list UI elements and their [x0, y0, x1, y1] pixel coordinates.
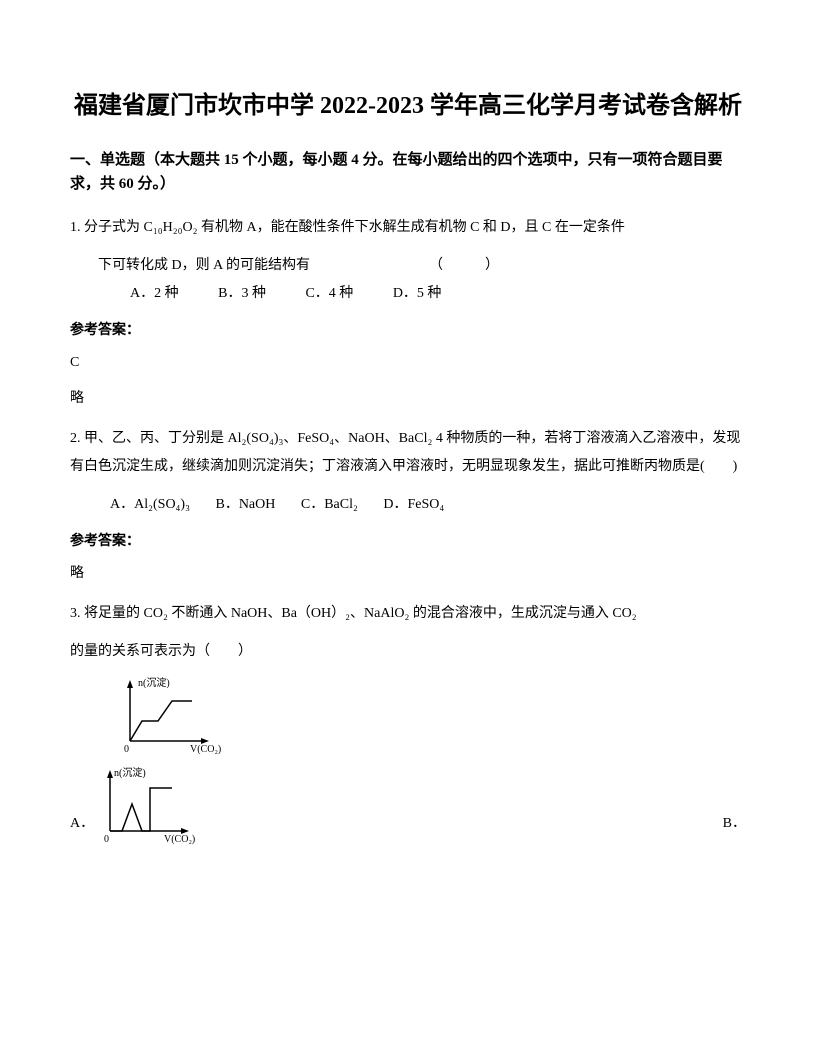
- q2-option-c: C．BaCl₂: [301, 497, 358, 512]
- chart-a-yarrow: [127, 680, 133, 688]
- q1-line2: 下可转化成 D，则 A 的可能结构有 （ ）: [70, 252, 746, 280]
- q2-answer-label: 参考答案：: [70, 531, 746, 553]
- chart-a-xlabel: V(CO₂): [190, 744, 221, 755]
- q3-options-row: A． n(沉淀) 0 V(CO₂) B．: [70, 766, 746, 846]
- q2-option-b: B．NaOH: [215, 497, 275, 512]
- q1-option-b: B．3 种: [218, 286, 266, 301]
- chart-b-origin: 0: [104, 834, 109, 845]
- q3-line1: 3. 将足量的 CO₂ 不断通入 NaOH、Ba（OH）₂、NaAlO₂ 的混合…: [70, 600, 746, 628]
- q2-omit: 略: [70, 563, 746, 585]
- q2-line1: 2. 甲、乙、丙、丁分别是 Al₂(SO₄)₃、FeSO₄、NaOH、BaCl₂…: [70, 425, 746, 481]
- chart-b: n(沉淀) 0 V(CO₂): [100, 766, 220, 846]
- q3-line2: 的量的关系可表示为（ ）: [70, 638, 746, 666]
- option-a-block: A． n(沉淀) 0 V(CO₂): [70, 766, 220, 846]
- chart-b-xlabel: V(CO₂): [164, 834, 195, 845]
- chart-a-container: n(沉淀) 0 V(CO₂): [120, 676, 746, 756]
- q1-line1: 1. 分子式为 C₁₀H₂₀O₂ 有机物 A，能在酸性条件下水解生成有机物 C …: [70, 214, 746, 242]
- chart-a-line: [130, 701, 192, 741]
- question-3: 3. 将足量的 CO₂ 不断通入 NaOH、Ba（OH）₂、NaAlO₂ 的混合…: [70, 600, 746, 846]
- q2-option-a: A．Al₂(SO₄)₃: [110, 497, 190, 512]
- q1-answer: C: [70, 352, 746, 374]
- chart-a-ylabel: n(沉淀): [138, 676, 170, 689]
- section-header: 一、单选题（本大题共 15 个小题，每小题 4 分。在每小题给出的四个选项中，只…: [70, 148, 746, 196]
- q3-option-a-label: A．: [70, 813, 94, 845]
- q1-options: A．2 种 B．3 种 C．4 种 D．5 种: [70, 280, 746, 308]
- chart-a-origin: 0: [124, 744, 129, 755]
- chart-b-yarrow: [107, 770, 113, 778]
- q1-omit: 略: [70, 388, 746, 410]
- q3-option-b-label: B．: [723, 813, 746, 845]
- q2-options: A．Al₂(SO₄)₃ B．NaOH C．BaCl₂ D．FeSO₄: [70, 491, 746, 519]
- q2-option-d: D．FeSO₄: [383, 497, 444, 512]
- chart-b-ylabel: n(沉淀): [114, 766, 146, 779]
- q1-option-c: C．4 种: [305, 286, 353, 301]
- q1-answer-label: 参考答案：: [70, 320, 746, 342]
- q1-option-a: A．2 种: [130, 286, 179, 301]
- page-title: 福建省厦门市坎市中学 2022-2023 学年高三化学月考试卷含解析: [70, 90, 746, 124]
- question-1: 1. 分子式为 C₁₀H₂₀O₂ 有机物 A，能在酸性条件下水解生成有机物 C …: [70, 214, 746, 411]
- q1-option-d: D．5 种: [393, 286, 442, 301]
- chart-a: n(沉淀) 0 V(CO₂): [120, 676, 240, 756]
- chart-b-line: [110, 788, 172, 831]
- question-2: 2. 甲、乙、丙、丁分别是 Al₂(SO₄)₃、FeSO₄、NaOH、BaCl₂…: [70, 425, 746, 586]
